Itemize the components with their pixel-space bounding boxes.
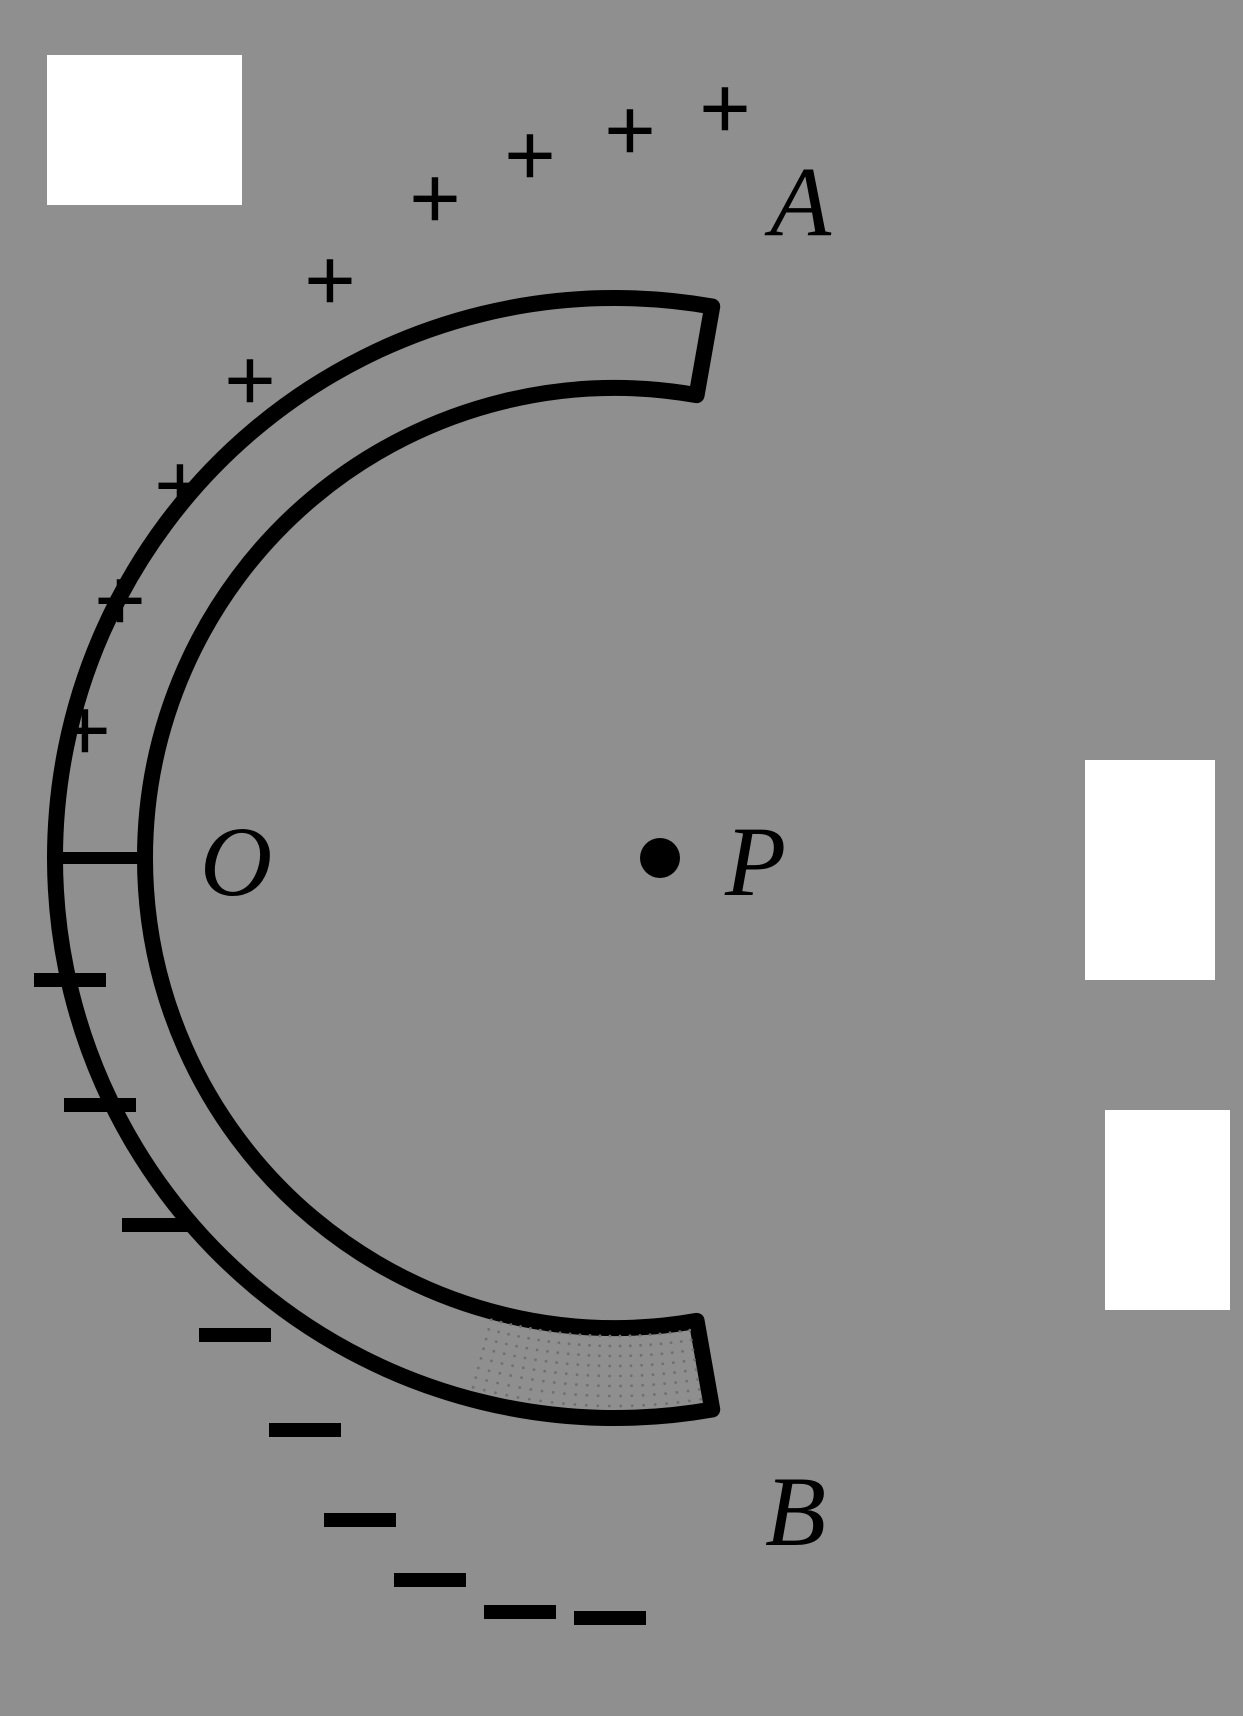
point-p-dot	[640, 838, 680, 878]
plus-charge: +	[155, 438, 205, 535]
artifact-block	[47, 55, 242, 205]
label-o: O	[200, 806, 272, 917]
plus-charge: +	[505, 108, 555, 205]
artifact-block	[1105, 1110, 1230, 1310]
plus-charge: +	[305, 233, 355, 330]
plus-charge: +	[700, 61, 750, 158]
plus-charge: +	[605, 83, 655, 180]
plus-charge: +	[95, 553, 145, 650]
plus-charge: +	[410, 151, 460, 248]
plus-charge: +	[60, 683, 110, 780]
background	[0, 0, 1243, 1716]
label-b: B	[765, 1456, 826, 1567]
artifact-block	[1085, 760, 1215, 980]
label-p: P	[724, 806, 786, 917]
label-a: A	[764, 146, 832, 257]
plus-charge: +	[225, 333, 275, 430]
